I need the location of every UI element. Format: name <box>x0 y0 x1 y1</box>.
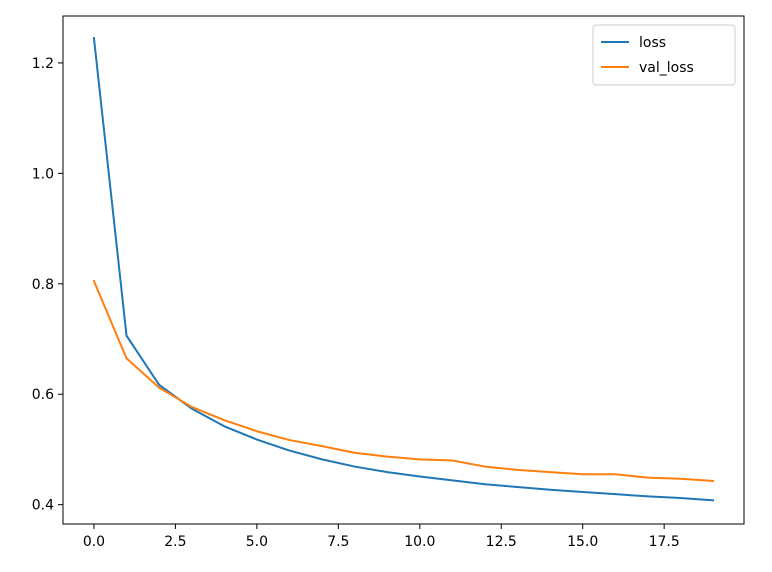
x-tick-label: 10.0 <box>404 534 435 550</box>
x-tick-label: 0.0 <box>83 534 105 550</box>
x-tick-label: 7.5 <box>327 534 349 550</box>
y-axis-ticks: 0.4 0.6 0.8 1.0 1.2 <box>32 56 63 514</box>
x-tick-label: 12.5 <box>486 534 517 550</box>
series-line-loss <box>92 36 715 502</box>
axes-frame <box>62 15 745 525</box>
x-axis-ticks: 0.0 2.5 5.0 7.5 10.0 12.5 15.0 17.5 <box>83 524 680 550</box>
y-tick-label: 0.6 <box>32 387 54 403</box>
y-tick-label: 0.4 <box>32 498 54 514</box>
y-tick-label: 1.0 <box>32 166 54 182</box>
y-tick-label: 1.2 <box>32 56 54 72</box>
legend-label-val-loss: val_loss <box>639 60 694 76</box>
x-tick-label: 2.5 <box>164 534 186 550</box>
x-tick-label: 15.0 <box>567 534 598 550</box>
legend-box <box>592 24 736 86</box>
y-tick-label: 0.8 <box>32 277 54 293</box>
x-tick-label: 17.5 <box>649 534 680 550</box>
series-layer <box>92 36 715 502</box>
legend-label-loss: loss <box>639 35 666 51</box>
series-line-val-loss <box>92 279 715 482</box>
x-tick-label: 5.0 <box>246 534 268 550</box>
legend: loss val_loss <box>592 24 736 86</box>
